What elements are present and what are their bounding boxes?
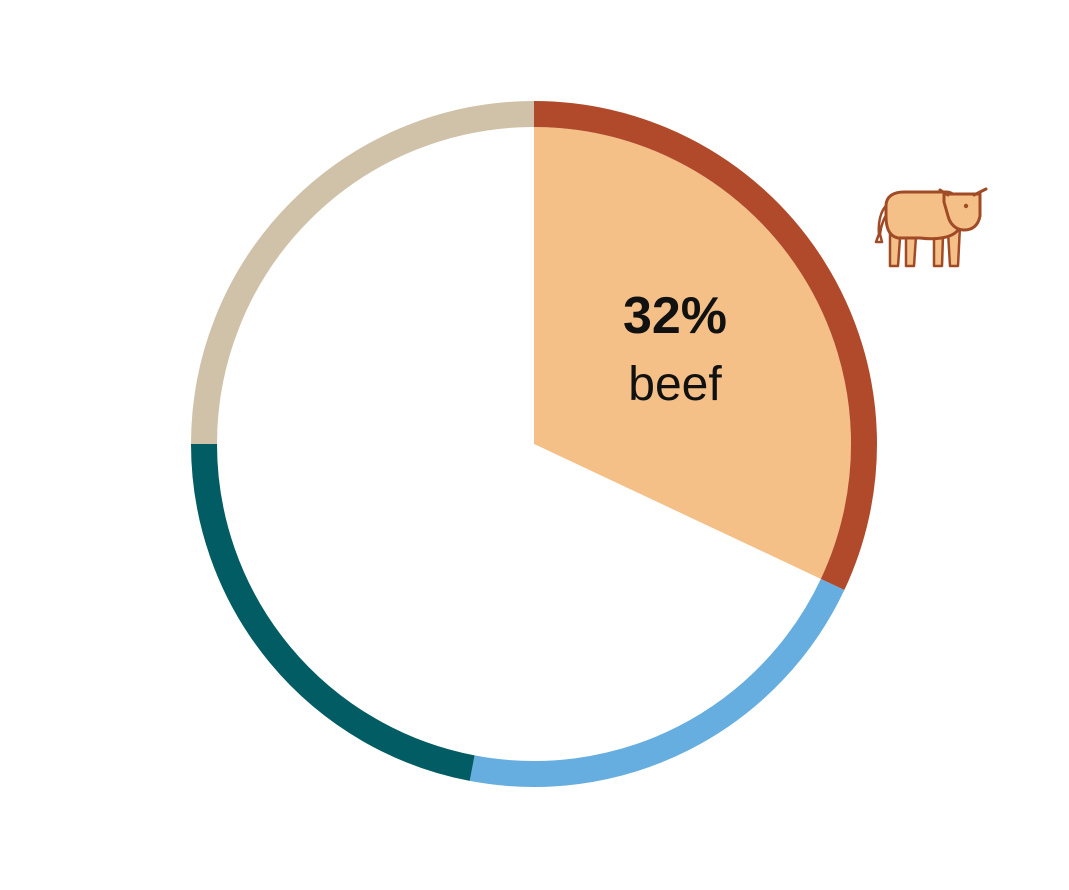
pie-slices: [217, 127, 851, 762]
pie-slice-teal: [217, 444, 534, 756]
ring-arc-light-blue: [469, 578, 845, 787]
pie-slice-light-blue: [474, 444, 821, 762]
pie-ring: [191, 101, 877, 787]
pie-slice-beef: [534, 127, 851, 579]
beef-percent-label: 32%: [623, 287, 727, 345]
ring-arc-teal: [191, 443, 475, 781]
ring-arc-beef: [533, 101, 877, 591]
beef-category-label: beef: [628, 358, 722, 411]
ring-arc-tan: [191, 101, 535, 445]
pie-slice-tan: [217, 127, 534, 444]
cow-icon: [874, 187, 988, 268]
